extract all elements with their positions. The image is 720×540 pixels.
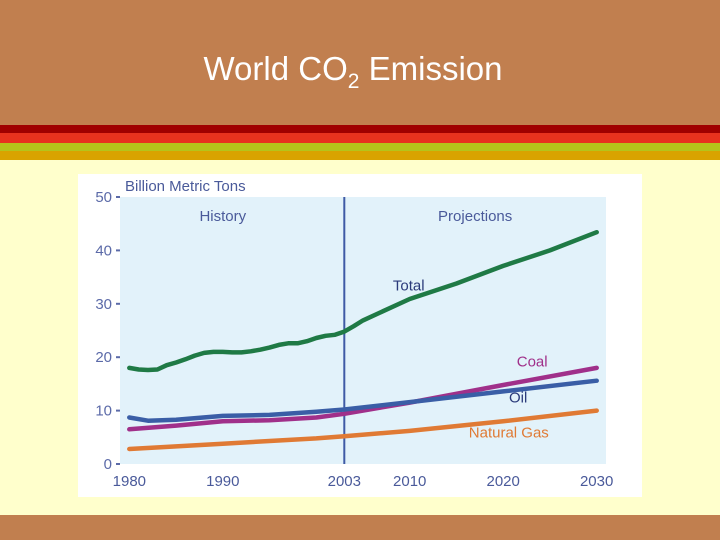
y-tick-label: 20: [95, 349, 112, 366]
stripe-gold: [0, 151, 720, 160]
slide-header: [0, 0, 720, 125]
y-tick-label: 50: [95, 189, 112, 206]
x-tick-label: 1990: [206, 473, 239, 490]
x-tick-label: 1980: [113, 473, 146, 490]
series-label-coal: Coal: [517, 353, 548, 370]
x-tick-label: 2003: [328, 473, 361, 490]
series-labels: Total Coal Oil Natural Gas: [393, 277, 549, 441]
title-main: World CO: [203, 50, 348, 87]
series-line-total: [127, 229, 599, 373]
x-tick-label: 2030: [580, 473, 613, 490]
chart-card: 0 10 20 30 40 50 1980 1990 2003 2010 2020 2030 Bill…: [78, 174, 642, 497]
history-label: History: [199, 208, 246, 225]
series-line-oil: [127, 378, 599, 423]
y-tick-label: 40: [95, 242, 112, 259]
stripe-green: [0, 143, 720, 151]
slide-title: World CO2 Emission: [0, 50, 706, 94]
series-label-natural-gas: Natural Gas: [469, 424, 549, 441]
series-lines: [127, 229, 599, 452]
title-end: Emission: [359, 50, 503, 87]
series-line-natural-gas: [127, 408, 599, 452]
slide-footer: [0, 515, 720, 540]
y-tick-label: 30: [95, 296, 112, 313]
series-label-total: Total: [393, 277, 425, 294]
series-label-oil: Oil: [509, 390, 527, 407]
stripe-red: [0, 133, 720, 143]
projections-label: Projections: [438, 208, 512, 225]
y-tick-label: 0: [104, 456, 112, 473]
x-tick-label: 2020: [487, 473, 520, 490]
x-tick-label: 2010: [393, 473, 426, 490]
title-subscript: 2: [347, 70, 360, 93]
series-line-coal: [127, 365, 599, 432]
y-axis-title: Billion Metric Tons: [125, 178, 246, 195]
stripe-dark-red: [0, 125, 720, 133]
y-tick-label: 10: [95, 403, 112, 420]
